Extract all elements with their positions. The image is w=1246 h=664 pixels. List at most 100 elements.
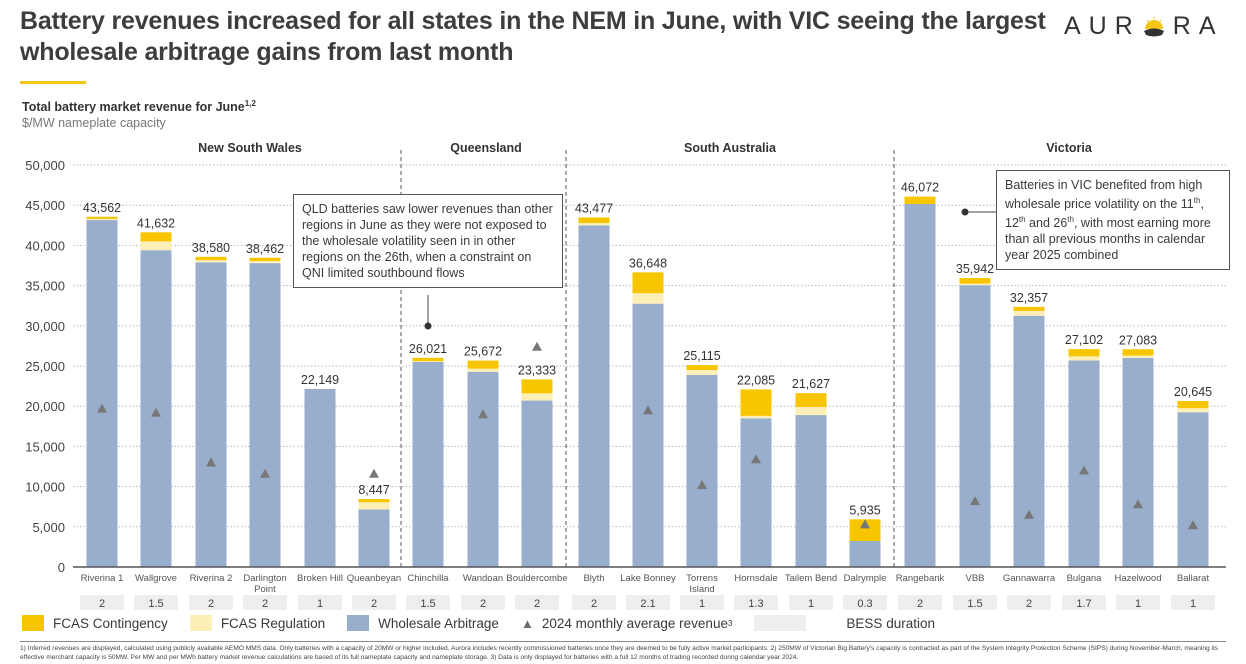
y-tick-label: 20,000 xyxy=(25,399,65,414)
logo-text-right: RA xyxy=(1172,12,1224,40)
bar-segment-fcas-contingency xyxy=(249,257,281,262)
category-label: Blyth xyxy=(583,573,604,584)
bar-segment-fcas-contingency xyxy=(1013,306,1045,311)
y-tick-label: 25,000 xyxy=(25,359,65,374)
avg-2024-marker xyxy=(206,457,216,467)
bess-duration-box xyxy=(953,595,997,610)
bar-segment-wholesale-arbitrage xyxy=(521,400,553,567)
category-label: Rangebank xyxy=(896,573,945,584)
bess-duration-value: 1 xyxy=(1190,598,1196,610)
bar-segment-fcas-contingency xyxy=(1177,401,1209,409)
legend-bess-duration: BESS duration xyxy=(754,615,935,631)
total-label: 25,672 xyxy=(464,345,502,359)
bess-duration-box xyxy=(1007,595,1051,610)
bess-duration-box xyxy=(734,595,778,610)
bar-segment-fcas-regulation xyxy=(249,261,281,264)
bess-duration-box xyxy=(406,595,450,610)
bar-segment-fcas-regulation xyxy=(412,361,444,362)
bar-segment-fcas-contingency xyxy=(521,379,553,394)
bess-duration-box xyxy=(1171,595,1215,610)
legend-fcas-regulation: FCAS Regulation xyxy=(189,615,325,631)
footnote-divider xyxy=(20,641,1226,642)
revenue-chart: 0 5,000 10,000 15,000 20,000 25,000 30,000 35,0… xyxy=(25,141,1226,610)
bess-duration-value: 0.3 xyxy=(857,598,872,610)
bar-segment-wholesale-arbitrage xyxy=(632,303,664,567)
bess-duration-box xyxy=(626,595,670,610)
bar-segment-fcas-contingency xyxy=(795,393,827,408)
triangle-icon: ▲ xyxy=(520,615,534,631)
region-title: New South Wales xyxy=(198,141,302,155)
bar-segment-fcas-regulation xyxy=(632,293,664,304)
bar-segment-fcas-regulation xyxy=(195,260,227,263)
bar-segment-wholesale-arbitrage xyxy=(1122,357,1154,567)
category-label: Hazelwood xyxy=(1115,573,1162,584)
bar-segment-fcas-regulation xyxy=(1122,355,1154,358)
bess-duration-value: 2 xyxy=(208,598,214,610)
avg-2024-marker xyxy=(97,403,107,413)
bar-segment-fcas-regulation xyxy=(959,283,991,286)
total-label: 36,648 xyxy=(629,256,667,270)
y-tick-label: 40,000 xyxy=(25,238,65,253)
total-label: 35,942 xyxy=(956,262,994,276)
category-label: VBB xyxy=(965,573,984,584)
bess-duration-value: 1.5 xyxy=(148,598,163,610)
category-label: Riverina 1 xyxy=(81,573,124,584)
bess-duration-box xyxy=(80,595,124,610)
bess-duration-value: 2 xyxy=(480,598,486,610)
vic-callout-text: Batteries in VIC benefited from high who… xyxy=(1005,178,1211,263)
bess-duration-value: 2 xyxy=(534,598,540,610)
avg-2024-marker xyxy=(1188,520,1198,530)
bar-segment-fcas-regulation xyxy=(1177,408,1209,413)
total-label: 32,357 xyxy=(1010,291,1048,305)
y-tick-label: 10,000 xyxy=(25,480,65,495)
category-label: Torrens xyxy=(686,573,718,584)
y-tick-label: 5,000 xyxy=(32,520,65,535)
bar-segment-fcas-regulation xyxy=(86,218,118,221)
legend-label-wholesale-arbitrage: Wholesale Arbitrage xyxy=(378,615,499,631)
bar-segment-fcas-regulation xyxy=(578,223,610,226)
chart-unit: $/MW nameplate capacity xyxy=(22,116,166,130)
qld-callout-text: QLD batteries saw lower revenues than ot… xyxy=(302,202,553,280)
logo-text-left: AUR xyxy=(1064,12,1141,40)
legend-fcas-contingency: FCAS Contingency xyxy=(22,615,168,631)
bar-segment-fcas-contingency xyxy=(740,389,772,416)
bar-segment-fcas-regulation xyxy=(795,407,827,416)
total-label: 27,083 xyxy=(1119,333,1157,347)
bar-segment-fcas-contingency xyxy=(959,278,991,284)
legend-swatch-fcas-regulation xyxy=(189,615,212,631)
category-label: Bulgana xyxy=(1067,573,1103,584)
y-tick-label: 0 xyxy=(58,560,65,575)
bess-duration-value: 1.5 xyxy=(967,598,982,610)
total-label: 38,580 xyxy=(192,241,230,255)
vic-callout: Batteries in VIC benefited from high who… xyxy=(996,170,1230,271)
bar-segment-fcas-regulation xyxy=(1068,356,1100,361)
vic-callout-dot xyxy=(961,208,969,216)
bess-duration-value: 1 xyxy=(1135,598,1141,610)
category-label: Wandoan xyxy=(463,573,503,584)
total-label: 43,562 xyxy=(83,201,121,215)
avg-2024-marker xyxy=(643,405,653,415)
footnote: 1) Inferred revenues are displayed, calc… xyxy=(20,645,1219,661)
bess-duration-value: 2 xyxy=(99,598,105,610)
chart-subtitle: Total battery market revenue for June1,2 xyxy=(22,99,256,114)
total-label: 43,477 xyxy=(575,201,613,215)
bar-segment-wholesale-arbitrage xyxy=(740,418,772,567)
region-title: Victoria xyxy=(1046,141,1093,155)
legend-label-bess-duration: BESS duration xyxy=(846,615,935,631)
avg-2024-marker xyxy=(151,407,161,417)
bar-segment-wholesale-arbitrage xyxy=(304,388,336,567)
legend-swatch-bess-duration xyxy=(754,615,807,631)
bar-segment-wholesale-arbitrage xyxy=(959,285,991,567)
sun-icon xyxy=(1143,16,1165,38)
region-title: South Australia xyxy=(684,141,777,155)
bess-duration-value: 1 xyxy=(808,598,814,610)
bar-segment-wholesale-arbitrage xyxy=(86,220,118,567)
total-label: 22,085 xyxy=(737,373,775,387)
bar-segment-wholesale-arbitrage xyxy=(1177,412,1209,567)
avg-2024-marker xyxy=(478,409,488,419)
avg-2024-marker xyxy=(260,468,270,478)
bess-duration-value: 1.3 xyxy=(748,598,763,610)
avg-2024-marker xyxy=(1079,465,1089,475)
bar-segment-wholesale-arbitrage xyxy=(412,361,444,567)
total-label: 23,333 xyxy=(518,363,556,377)
